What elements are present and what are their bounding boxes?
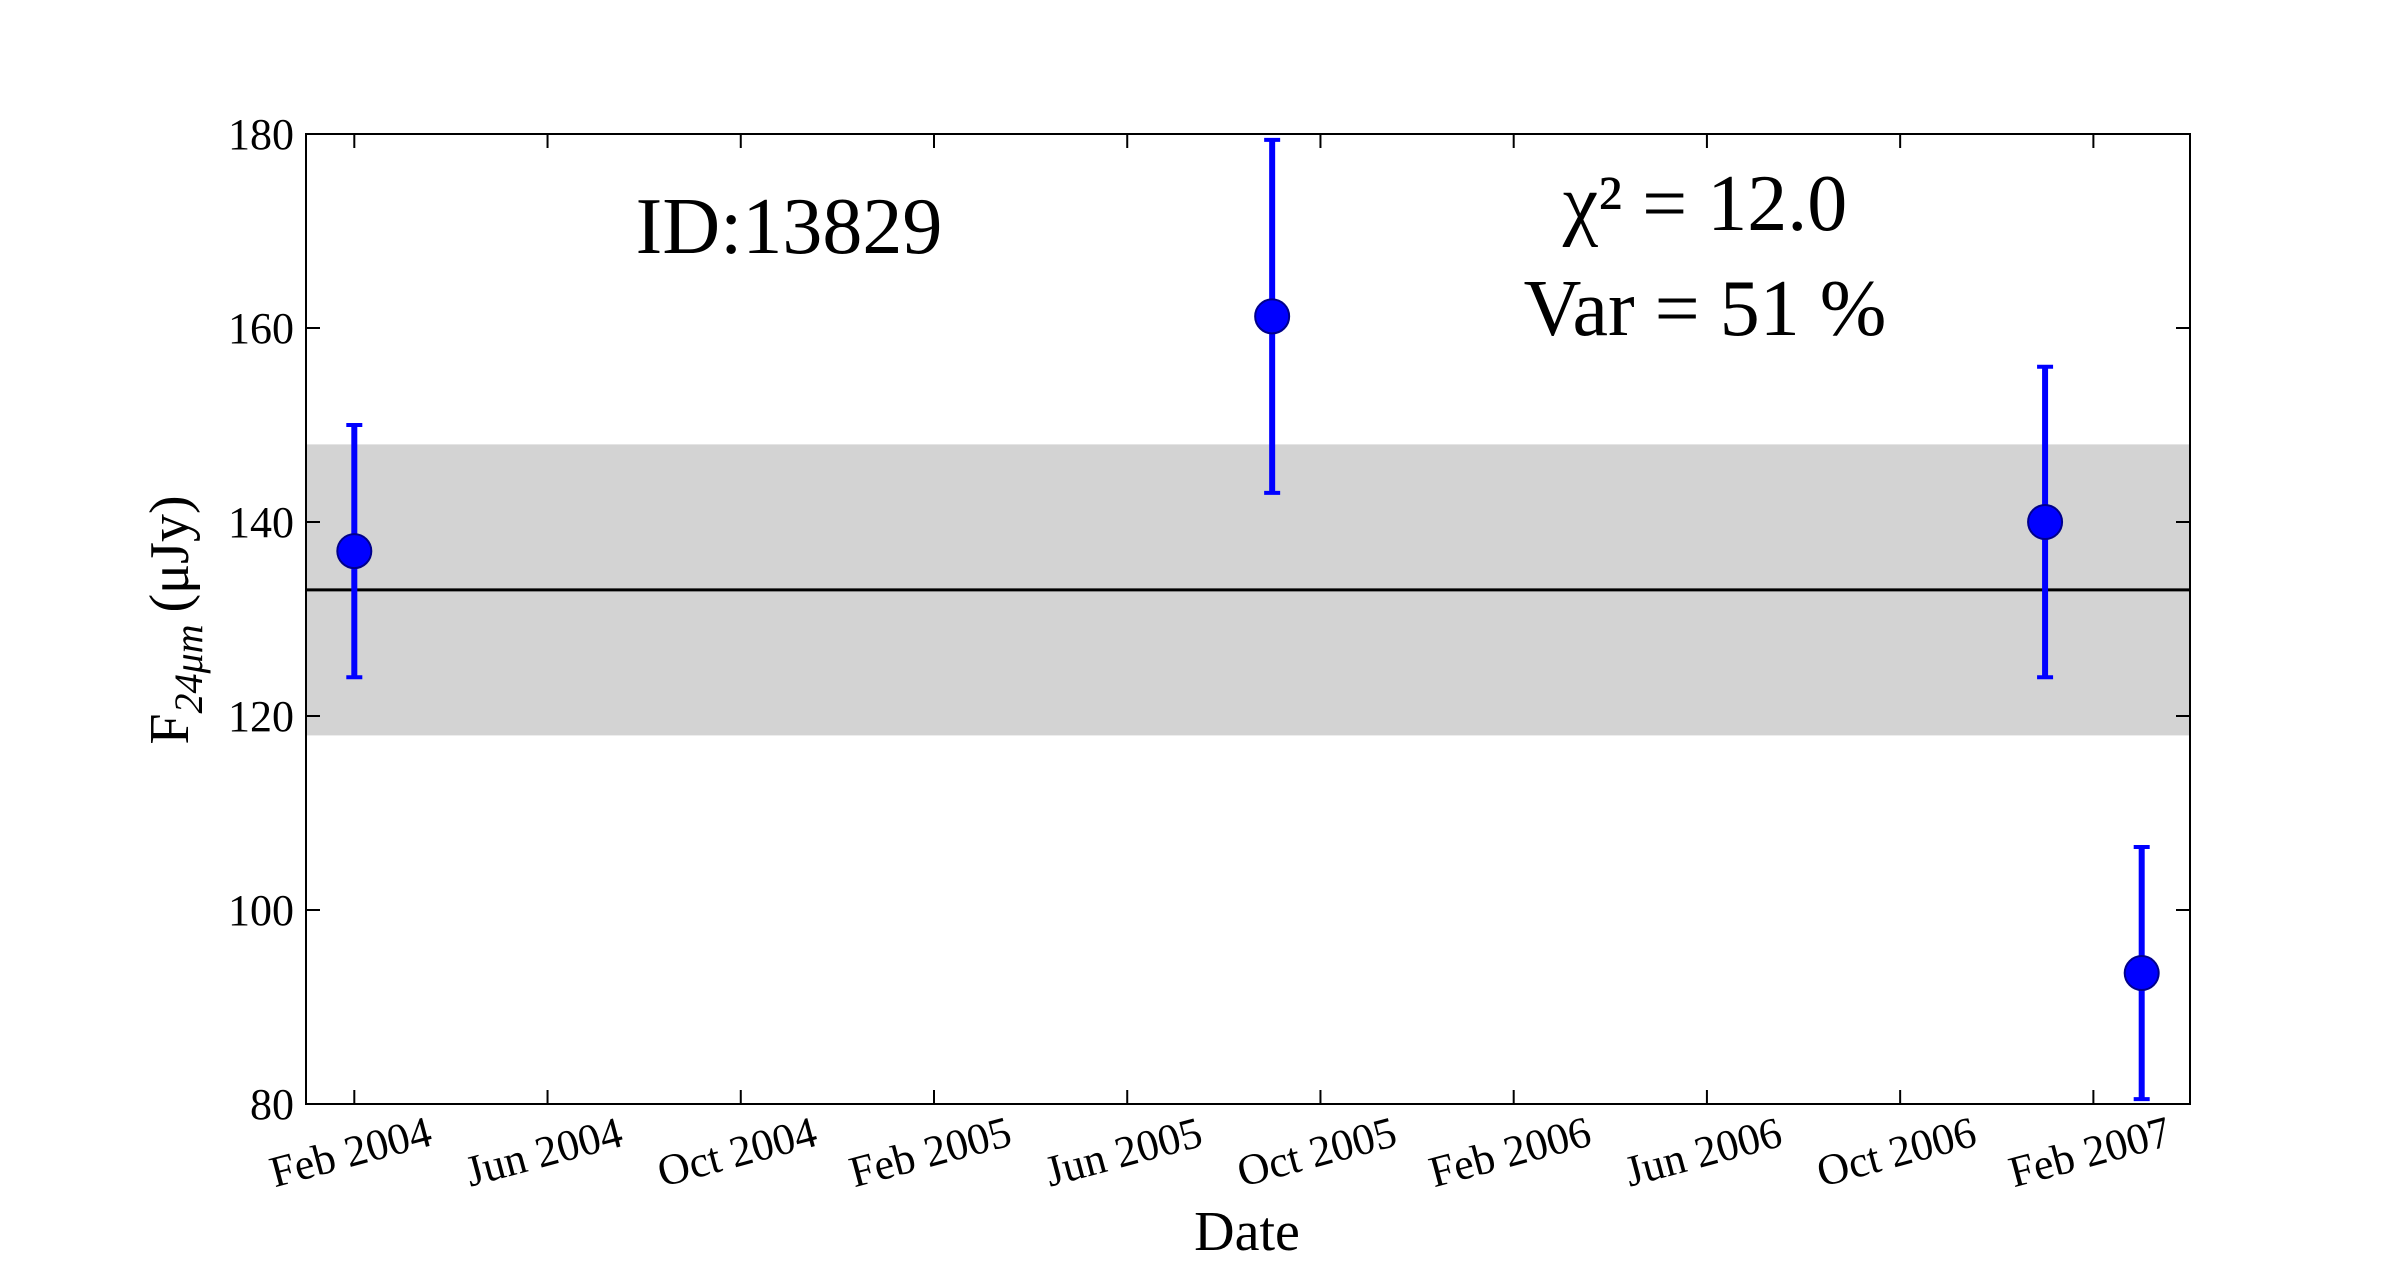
id-annotation: ID:13829 [636, 183, 943, 271]
x-tick-label: Feb 2006 [1424, 1107, 1596, 1197]
x-tick-label: Oct 2004 [652, 1107, 822, 1196]
y-tick-label: 160 [228, 304, 294, 353]
y-tick-label: 120 [228, 692, 294, 741]
x-tick-label: Feb 2005 [844, 1107, 1016, 1197]
y-tick-label: 180 [228, 110, 294, 159]
chi2-annotation: χ² = 12.0 [1562, 160, 1848, 248]
y-label-unit: (μJy) [139, 495, 201, 612]
x-tick-label: Feb 2007 [2004, 1107, 2176, 1197]
y-tick-label: 140 [228, 498, 294, 547]
x-axis-label: Date [1194, 1201, 1300, 1263]
x-tick-label: Jun 2005 [1040, 1108, 1207, 1197]
data-point [336, 533, 373, 570]
var-annotation: Var = 51 % [1524, 265, 1887, 353]
y-axis-label: F24μm (μJy) [139, 495, 211, 744]
plot-frame [305, 133, 2191, 1105]
y-label-main: F [139, 713, 201, 744]
data-point [1254, 298, 1291, 335]
x-tick-label: Oct 2006 [1812, 1107, 1982, 1196]
y-tick-label: 100 [228, 886, 294, 935]
data-point [2123, 955, 2160, 992]
y-tick-label: 80 [250, 1080, 294, 1129]
x-tick-label: Jun 2004 [460, 1108, 627, 1197]
x-tick-label: Jun 2006 [1619, 1108, 1786, 1197]
x-tick-label: Oct 2005 [1232, 1107, 1402, 1196]
data-point [2027, 504, 2064, 540]
y-label-sub: 24μm [166, 625, 211, 714]
